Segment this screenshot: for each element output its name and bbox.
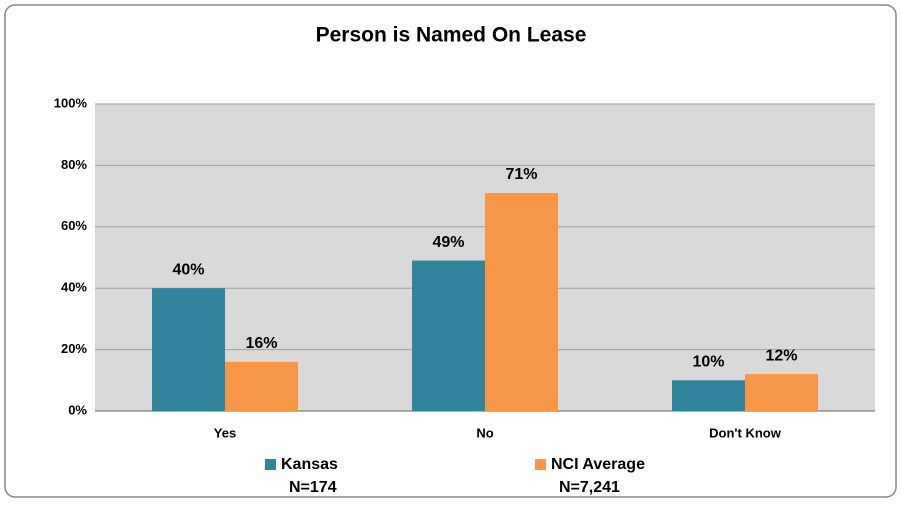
legend-sample-size: N=7,241 <box>559 479 620 496</box>
data-label: 71% <box>505 166 537 183</box>
data-label: 16% <box>245 335 277 352</box>
y-tick-label: 80% <box>61 157 87 172</box>
bar <box>152 288 225 411</box>
bar <box>672 380 745 411</box>
x-tick-label: Yes <box>214 425 236 440</box>
x-tick-label: Don't Know <box>709 425 782 440</box>
data-label: 12% <box>765 347 797 364</box>
bar <box>412 260 485 411</box>
y-tick-label: 20% <box>61 341 87 356</box>
y-tick-label: 40% <box>61 280 87 295</box>
data-label: 40% <box>172 261 204 278</box>
y-tick-label: 60% <box>61 218 87 233</box>
bar <box>225 361 298 411</box>
legend-swatch <box>535 459 546 470</box>
chart-title: Person is Named On Lease <box>316 24 587 47</box>
bar <box>745 374 818 411</box>
legend-sample-size: N=174 <box>289 479 337 496</box>
data-label: 49% <box>432 234 464 251</box>
legend-swatch <box>265 459 276 470</box>
bar <box>485 193 558 411</box>
x-tick-label: No <box>476 425 493 440</box>
data-label: 10% <box>692 354 724 371</box>
y-tick-label: 0% <box>68 402 87 417</box>
y-tick-label: 100% <box>54 95 88 110</box>
legend-label: Kansas <box>281 456 338 473</box>
legend-label: NCI Average <box>551 456 645 473</box>
